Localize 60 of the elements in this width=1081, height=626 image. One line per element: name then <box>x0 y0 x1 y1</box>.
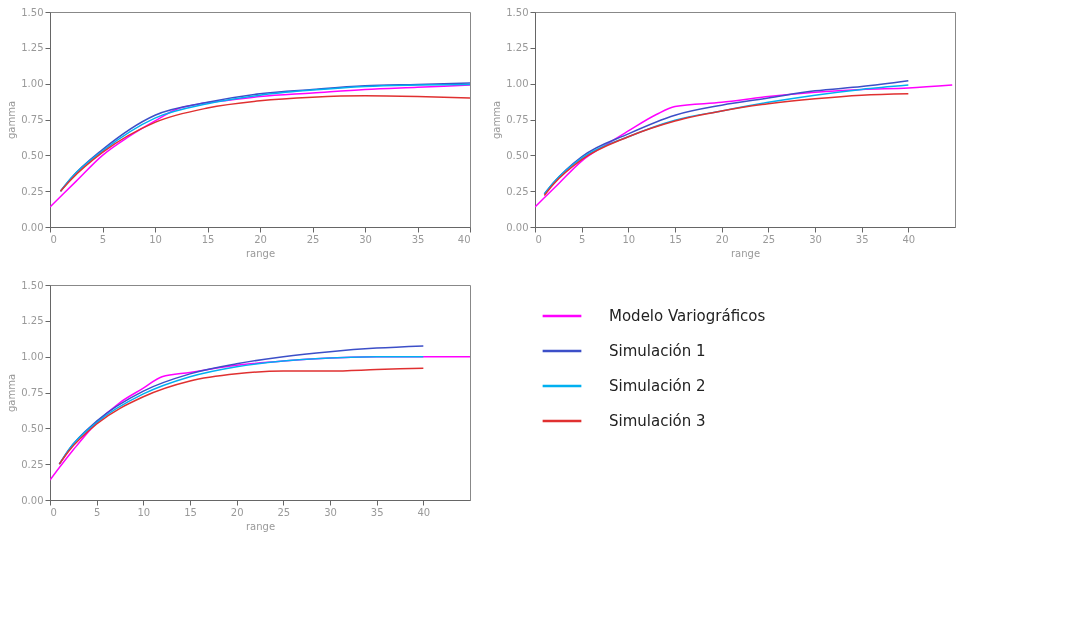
y-tick-label: 0.00 <box>21 221 44 233</box>
legend-label: Simulación 2 <box>609 377 706 395</box>
y-tick-label: 0.75 <box>506 114 529 125</box>
x-axis-title: range <box>245 247 276 259</box>
x-tick-label: 5 <box>93 506 101 518</box>
x-tick-label: 20 <box>715 233 729 245</box>
x-tick-label: 0 <box>50 506 57 518</box>
legend-label: Modelo Variográficos <box>609 307 766 325</box>
x-tick-label: 10 <box>137 506 151 518</box>
y-tick-label: 0.75 <box>21 387 44 398</box>
x-tick-label: 15 <box>201 233 215 245</box>
x-tick-label: 40 <box>417 506 431 518</box>
y-tick-label: 0.25 <box>21 185 44 197</box>
y-tick-label: 0.25 <box>21 458 44 470</box>
y-axis-title: gamma <box>6 100 18 140</box>
x-tick-label: 20 <box>230 506 244 518</box>
y-tick-label: 0.50 <box>506 149 529 161</box>
legend-label: Simulación 3 <box>609 412 706 430</box>
x-tick-label: 25 <box>277 506 291 518</box>
x-tick-label: 25 <box>306 233 320 245</box>
x-tick-label: 0 <box>535 233 542 245</box>
x-tick-label: 30 <box>359 233 372 245</box>
legend-label: Simulación 1 <box>609 342 706 360</box>
x-tick-label: 15 <box>184 506 197 518</box>
y-tick-label: 1.25 <box>506 42 529 54</box>
x-tick-label: 5 <box>578 233 586 245</box>
x-tick-label: 40 <box>902 233 916 245</box>
x-tick-label: 25 <box>762 233 776 245</box>
x-tick-label: 15 <box>669 233 682 245</box>
line-series <box>535 84 953 208</box>
x-tick-label: 0 <box>50 233 57 245</box>
y-tick-label: 0.00 <box>506 221 529 233</box>
y-tick-label: 1.00 <box>21 351 44 363</box>
x-tick-label: 20 <box>254 233 267 245</box>
y-tick-label: 0.50 <box>21 149 44 161</box>
x-axis-title: range <box>245 520 276 532</box>
y-tick-label: 0.75 <box>21 114 44 125</box>
x-tick-label: 35 <box>370 506 384 518</box>
x-tick-label: 35 <box>411 233 425 245</box>
y-tick-label: 1.00 <box>21 78 44 90</box>
y-tick-label: 1.50 <box>506 6 529 18</box>
y-tick-label: 1.25 <box>21 315 44 327</box>
y-tick-label: 1.50 <box>21 279 44 291</box>
x-tick-label: 30 <box>809 233 822 245</box>
x-tick-label: 40 <box>457 233 471 245</box>
y-tick-label: 0.00 <box>21 494 44 506</box>
y-tick-label: 0.50 <box>21 422 44 434</box>
x-tick-label: 30 <box>324 506 337 518</box>
y-axis-title: gamma <box>491 100 503 140</box>
line-series <box>50 84 470 208</box>
y-tick-label: 1.50 <box>21 6 44 18</box>
x-tick-label: 10 <box>149 233 162 245</box>
y-tick-label: 1.25 <box>21 42 44 54</box>
y-tick-label: 0.25 <box>506 185 529 197</box>
y-tick-label: 1.00 <box>506 78 529 90</box>
x-tick-label: 5 <box>99 233 107 245</box>
y-axis-title: gamma <box>6 373 18 413</box>
x-tick-label: 10 <box>622 233 636 245</box>
x-axis-title: range <box>730 247 761 259</box>
x-tick-label: 35 <box>855 233 869 245</box>
